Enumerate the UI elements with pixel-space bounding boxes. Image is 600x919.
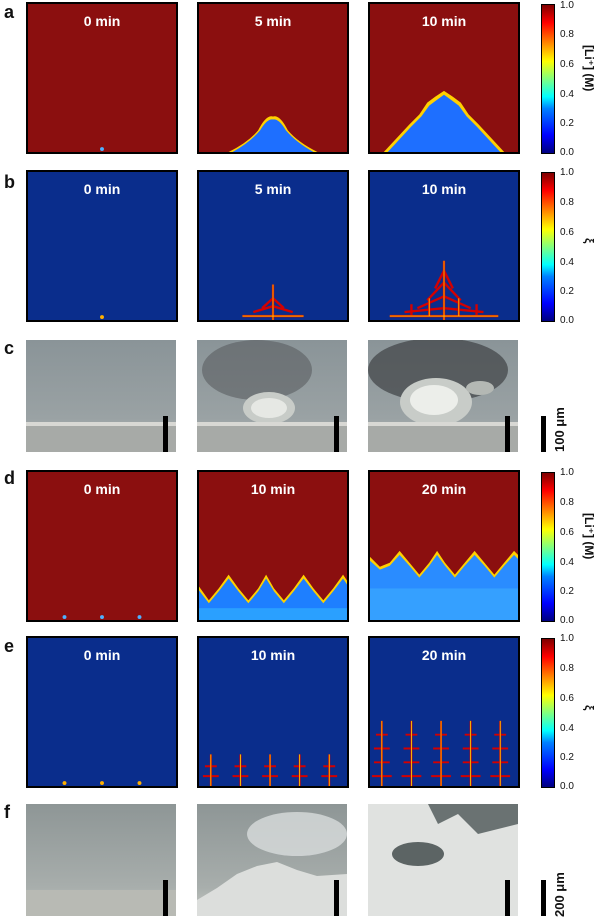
concentration-map xyxy=(100,147,104,152)
row-label-e: e xyxy=(4,636,15,656)
colorbar-tick: 0.0 xyxy=(560,615,574,626)
panel-a-1: 0 min xyxy=(26,2,178,154)
panel-d-3: 20 min xyxy=(368,470,520,622)
micrograph-c-2 xyxy=(197,340,347,452)
scale-bar xyxy=(334,880,339,916)
scale-label: 200 μm xyxy=(552,872,567,917)
colorbar-tick: 0.2 xyxy=(560,118,574,129)
colorbar-tick: 1.0 xyxy=(560,633,574,644)
panel-a-2: 5 min xyxy=(197,2,349,154)
colorbar-tick: 0.4 xyxy=(560,557,574,568)
scale-bar-legend-c xyxy=(541,416,546,452)
panel-a-3: 10 min xyxy=(368,2,520,154)
time-label: 20 min xyxy=(421,481,467,497)
panel-e-3: 20 min xyxy=(368,636,520,788)
colorbar-tick: 1.0 xyxy=(560,0,574,11)
colorbar-tick: 0.6 xyxy=(560,227,574,238)
colorbar-tick: 1.0 xyxy=(560,467,574,478)
panel-b-2: 5 min xyxy=(197,170,349,322)
row-label-b: b xyxy=(4,172,15,192)
concentration-map xyxy=(370,550,518,620)
colorbar-b xyxy=(541,172,555,322)
scale-bar xyxy=(334,416,339,452)
time-label: 10 min xyxy=(421,13,467,29)
time-label: 10 min xyxy=(421,181,467,197)
row-label-c: c xyxy=(4,338,15,358)
panel-d-1: 0 min xyxy=(26,470,178,622)
colorbar-tick: 0.6 xyxy=(560,527,574,538)
time-label: 10 min xyxy=(250,481,296,497)
panel-e-1: 0 min xyxy=(26,636,178,788)
colorbar-e xyxy=(541,638,555,788)
time-label: 5 min xyxy=(254,181,292,197)
row-label-d: d xyxy=(4,468,15,488)
colorbar-tick: 0.4 xyxy=(560,257,574,268)
time-label: 0 min xyxy=(83,647,121,663)
colorbar-tick: 0.2 xyxy=(560,752,574,763)
scale-bar-legend-f xyxy=(541,880,546,916)
row-label-f: f xyxy=(4,802,10,822)
colorbar-tick: 0.8 xyxy=(560,197,574,208)
micrograph-f-2 xyxy=(197,804,347,916)
time-label: 5 min xyxy=(254,13,292,29)
colorbar-title: [Li⁺] (M) xyxy=(582,513,596,560)
colorbar-tick: 0.6 xyxy=(560,59,574,70)
time-label: 0 min xyxy=(83,181,121,197)
scale-label: 100 μm xyxy=(552,407,567,452)
time-label: 0 min xyxy=(83,13,121,29)
colorbar-tick: 0.4 xyxy=(560,89,574,100)
phase-field-map xyxy=(242,284,304,320)
scale-bar xyxy=(505,416,510,452)
colorbar-tick: 1.0 xyxy=(560,167,574,178)
concentration-map xyxy=(228,116,318,152)
phase-field-map xyxy=(371,720,511,786)
colorbar-title: ξ xyxy=(582,238,596,244)
colorbar-tick: 0.0 xyxy=(560,315,574,326)
panel-b-1: 0 min xyxy=(26,170,178,322)
time-label: 10 min xyxy=(250,647,296,663)
time-label: 0 min xyxy=(83,481,121,497)
time-label: 20 min xyxy=(421,647,467,663)
scale-bar xyxy=(505,880,510,916)
colorbar-tick: 0.2 xyxy=(560,586,574,597)
panel-d-2: 10 min xyxy=(197,470,349,622)
colorbar-tick: 0.6 xyxy=(560,693,574,704)
colorbar-tick: 0.8 xyxy=(560,663,574,674)
micrograph-c-1 xyxy=(26,340,176,452)
phase-field-map xyxy=(389,260,499,320)
panel-b-3: 10 min xyxy=(368,170,520,322)
scale-bar xyxy=(163,416,168,452)
colorbar-tick: 0.0 xyxy=(560,147,574,158)
panel-e-2: 10 min xyxy=(197,636,349,788)
colorbar-tick: 0.2 xyxy=(560,286,574,297)
colorbar-title: ξ xyxy=(582,705,596,711)
scale-bar xyxy=(163,880,168,916)
phase-field-map xyxy=(100,315,104,320)
colorbar-tick: 0.8 xyxy=(560,29,574,40)
colorbar-tick: 0.4 xyxy=(560,723,574,734)
concentration-map xyxy=(62,615,142,620)
micrograph-f-3 xyxy=(368,804,518,916)
phase-field-map xyxy=(202,754,338,786)
colorbar-a xyxy=(541,4,555,154)
micrograph-f-1 xyxy=(26,804,176,916)
micrograph-c-3 xyxy=(368,340,518,452)
row-label-a: a xyxy=(4,2,15,22)
colorbar-tick: 0.8 xyxy=(560,497,574,508)
colorbar-tick: 0.0 xyxy=(560,781,574,792)
concentration-map xyxy=(383,90,505,152)
phase-field-map xyxy=(62,781,142,786)
colorbar-title: [Li⁺] (M) xyxy=(582,45,596,92)
colorbar-d xyxy=(541,472,555,622)
concentration-map xyxy=(199,574,347,620)
